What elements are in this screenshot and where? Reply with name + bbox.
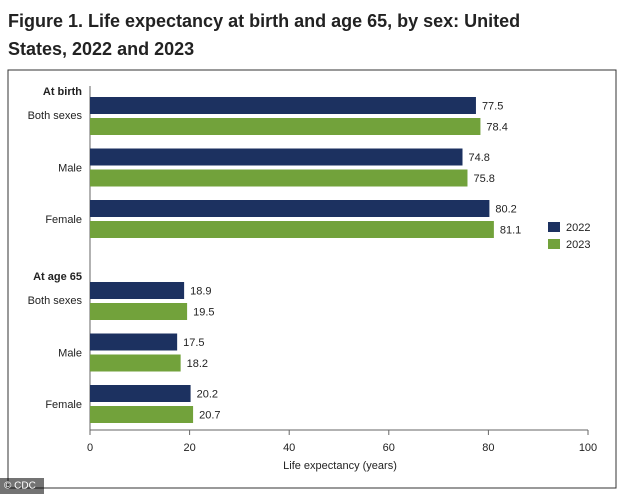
x-tick-label: 0 <box>87 442 93 454</box>
bar <box>90 303 188 320</box>
value-label: 75.8 <box>473 173 494 185</box>
value-label: 78.4 <box>486 121 507 133</box>
legend-swatch <box>548 239 560 249</box>
bar <box>90 354 181 372</box>
value-label: 77.5 <box>482 100 503 112</box>
x-tick-label: 40 <box>283 442 295 454</box>
y-tick-label: Both sexes <box>28 295 83 307</box>
chart-frame <box>7 69 617 489</box>
y-tick-label: Both sexes <box>28 110 83 122</box>
value-label: 20.2 <box>197 388 218 400</box>
value-label: 18.9 <box>190 285 211 297</box>
value-label: 20.7 <box>199 409 220 421</box>
x-tick-label: 100 <box>579 442 597 454</box>
chart-title: Figure 1. Life expectancy at birth and a… <box>8 11 520 31</box>
credit: © CDC <box>4 481 36 492</box>
value-label: 81.1 <box>500 224 521 236</box>
y-tick-label: Female <box>45 399 82 411</box>
value-label: 18.2 <box>187 358 208 370</box>
x-tick-label: 60 <box>383 442 395 454</box>
group-label: At birth <box>43 86 82 98</box>
bar <box>90 282 185 299</box>
x-tick-label: 20 <box>183 442 195 454</box>
x-axis-title: Life expectancy (years) <box>283 460 397 472</box>
chart-title: States, 2022 and 2023 <box>8 39 194 59</box>
bar <box>90 118 481 135</box>
value-label: 74.8 <box>469 152 490 164</box>
bar <box>90 97 476 114</box>
bar <box>90 406 194 423</box>
y-tick-label: Male <box>58 162 82 174</box>
value-label: 80.2 <box>495 203 516 215</box>
legend-label: 2022 <box>566 222 590 234</box>
credit-bg <box>0 478 44 494</box>
legend-swatch <box>548 222 560 232</box>
value-label: 19.5 <box>193 306 214 318</box>
bar <box>90 333 178 351</box>
bar <box>90 169 468 187</box>
bar <box>90 385 191 402</box>
y-tick-label: Male <box>58 347 82 359</box>
legend-label: 2023 <box>566 239 590 251</box>
bar <box>90 148 463 166</box>
value-label: 17.5 <box>183 337 204 349</box>
bar <box>90 221 494 238</box>
group-label: At age 65 <box>33 271 82 283</box>
y-tick-label: Female <box>45 214 82 226</box>
bar <box>90 200 490 217</box>
x-tick-label: 80 <box>482 442 494 454</box>
